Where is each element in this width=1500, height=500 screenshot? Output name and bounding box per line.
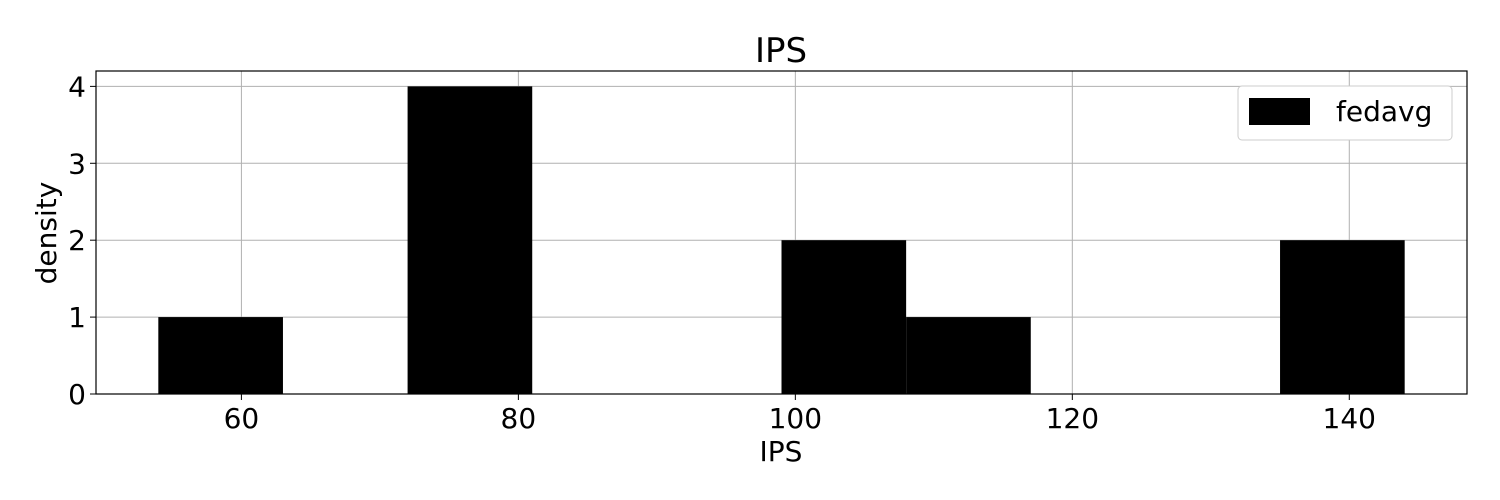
y-tick-label: 2 [68, 224, 86, 257]
x-tick-label: 120 [1046, 402, 1099, 435]
x-axis-ticks: 60 80 100 120 140 [224, 394, 1376, 435]
histogram-bar [906, 317, 1031, 394]
x-tick-label: 140 [1323, 402, 1376, 435]
plot-frame [95, 70, 1468, 395]
x-tick-label: 60 [224, 402, 260, 435]
legend: fedavg [1237, 85, 1453, 141]
x-tick-label: 80 [501, 402, 537, 435]
histogram-bar [158, 317, 283, 394]
y-tick-label: 4 [68, 70, 86, 103]
x-axis-label: IPS [760, 435, 803, 468]
histogram-bar [407, 86, 533, 394]
legend-label-fedavg: fedavg [1336, 95, 1432, 128]
y-axis-label: density [30, 182, 63, 285]
y-axis-ticks: 0 1 2 3 4 [68, 70, 96, 411]
y-tick-label: 1 [68, 301, 86, 334]
y-tick-label: 3 [68, 147, 86, 180]
y-tick-label: 0 [68, 378, 86, 411]
legend-swatch-fedavg [1249, 98, 1310, 125]
x-tick-label: 100 [769, 402, 822, 435]
chart-title: IPS [755, 31, 807, 71]
histogram-bar [1280, 240, 1405, 394]
histogram-bar [781, 240, 907, 394]
histogram-bars [158, 86, 1405, 394]
